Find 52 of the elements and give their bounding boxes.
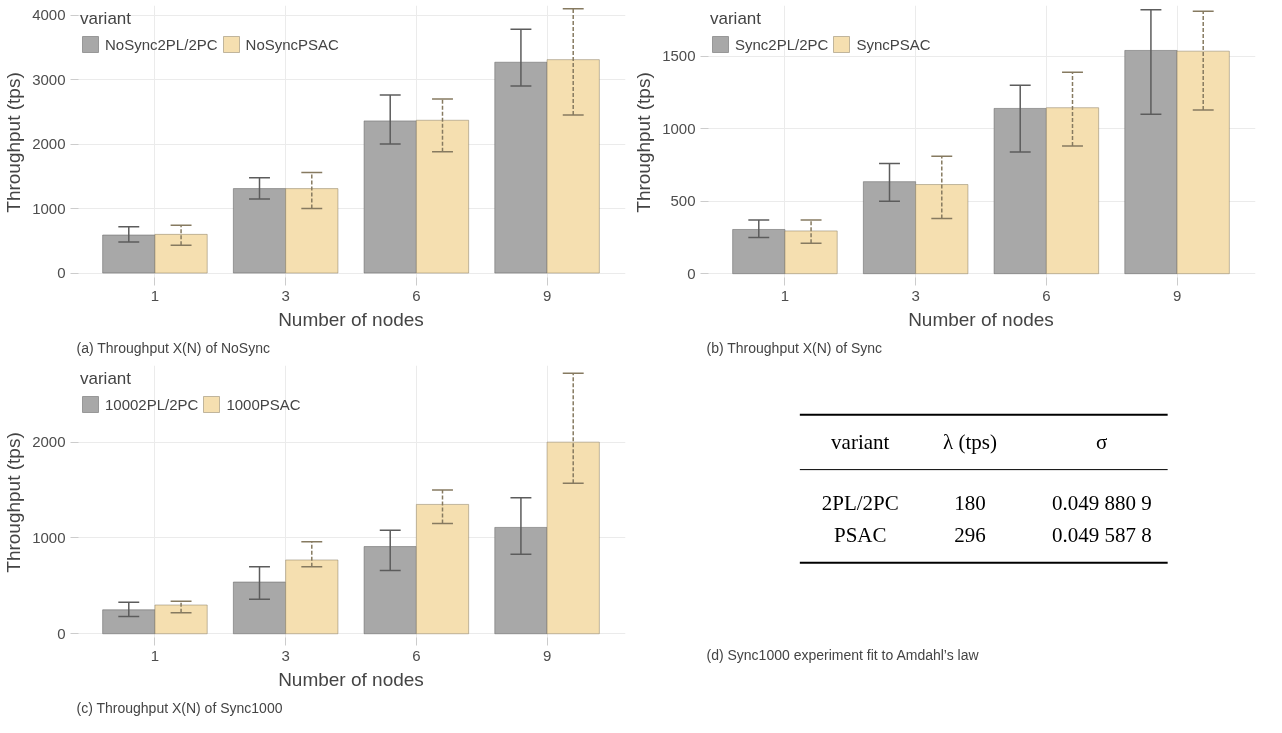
text: (d) Sync1000 experiment fit to Amdahl’s law bbox=[706, 646, 980, 663]
legend-label: NoSyncPSAC bbox=[245, 35, 339, 53]
y-tick-label: 1500 bbox=[662, 47, 696, 65]
legend-title: variant bbox=[710, 9, 763, 29]
y-tick-label: 2000 bbox=[32, 135, 66, 153]
text: 180 bbox=[954, 490, 986, 515]
legend-label: NoSync2PL/2PC bbox=[105, 35, 218, 53]
y-tick-label: 2000 bbox=[32, 433, 66, 451]
y-tick-label: 500 bbox=[670, 192, 696, 210]
text: PSAC bbox=[833, 523, 887, 548]
text: 296 bbox=[954, 523, 986, 548]
x-tick-label: 1 bbox=[150, 286, 160, 304]
y-tick-label: 1000 bbox=[32, 199, 66, 217]
x-axis-title: Number of nodes bbox=[908, 308, 1054, 330]
x-tick-label: 1 bbox=[780, 286, 790, 304]
x-tick-label: 1 bbox=[150, 646, 160, 664]
x-axis-title: Number of nodes bbox=[278, 308, 424, 330]
text: variant bbox=[831, 430, 890, 455]
y-tick-label: 0 bbox=[57, 264, 66, 282]
legend-label: 10002PL/2PC bbox=[105, 395, 199, 413]
y-tick-label: 3000 bbox=[32, 70, 66, 88]
legend-title: variant bbox=[80, 9, 133, 29]
x-tick-label: 9 bbox=[542, 286, 552, 304]
text: 2PL/2PC bbox=[821, 490, 899, 515]
x-tick-label: 6 bbox=[412, 286, 421, 304]
x-axis-title: Number of nodes bbox=[278, 668, 424, 690]
text: 0.049 587 8 bbox=[1051, 523, 1152, 548]
legend-label: SyncPSAC bbox=[856, 35, 931, 53]
text: σ bbox=[1096, 430, 1108, 455]
text: (b) Throughput X(N) of Sync bbox=[706, 339, 883, 356]
y-tick-label: 1000 bbox=[662, 119, 696, 137]
x-tick-label: 6 bbox=[412, 646, 421, 664]
text: λ (tps) bbox=[943, 430, 997, 455]
x-tick-label: 9 bbox=[1172, 286, 1182, 304]
x-tick-label: 9 bbox=[542, 646, 552, 664]
y-tick-label: 0 bbox=[687, 264, 696, 282]
y-tick-label: 0 bbox=[57, 624, 66, 642]
legend-label: Sync2PL/2PC bbox=[735, 35, 829, 53]
text: (c) Throughput X(N) of Sync1000 bbox=[76, 699, 283, 716]
legend-label: 1000PSAC bbox=[226, 395, 301, 413]
text: (a) Throughput X(N) of NoSync bbox=[76, 339, 270, 356]
text: 0.049 880 9 bbox=[1051, 490, 1152, 515]
y-tick-label: 1000 bbox=[32, 528, 66, 546]
x-tick-label: 3 bbox=[281, 646, 290, 664]
legend-title: variant bbox=[80, 369, 133, 389]
x-tick-label: 6 bbox=[1042, 286, 1051, 304]
y-tick-label: 4000 bbox=[32, 6, 66, 24]
y-axis-title: Throughput (tps) bbox=[633, 72, 655, 213]
y-axis-title: Throughput (tps) bbox=[3, 432, 25, 573]
x-tick-label: 3 bbox=[911, 286, 920, 304]
y-axis-title: Throughput (tps) bbox=[3, 72, 25, 213]
x-tick-label: 3 bbox=[281, 286, 290, 304]
